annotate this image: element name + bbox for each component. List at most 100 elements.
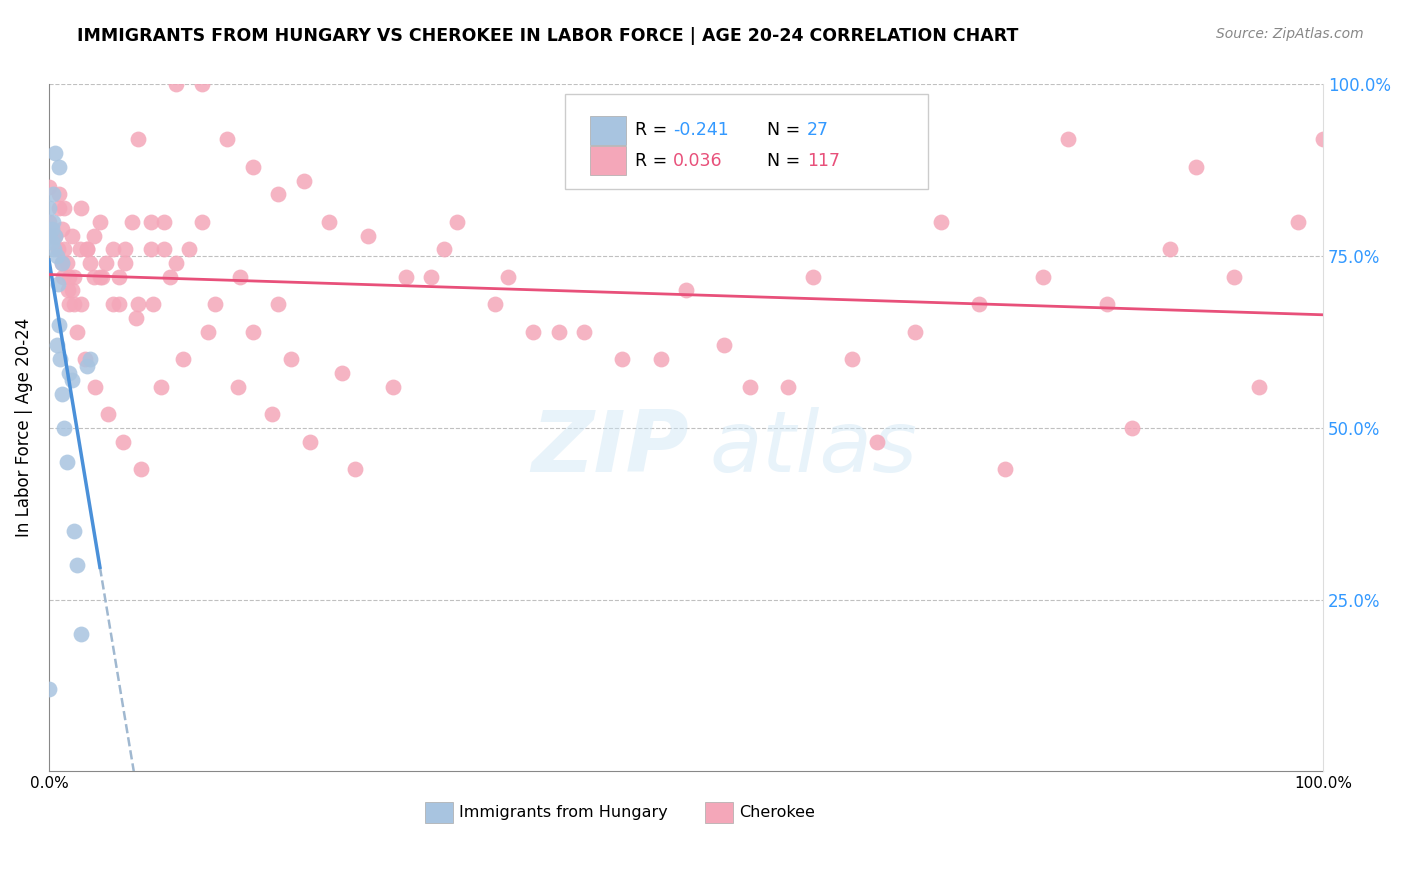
Point [433, 242, 456, 256]
Point [121, 215, 143, 229]
Text: R =: R = [636, 152, 673, 169]
Point [343, 462, 366, 476]
Point [58, 269, 80, 284]
Point [713, 338, 735, 352]
Point [179, 242, 201, 256]
Point [967, 297, 990, 311]
Text: 117: 117 [807, 152, 841, 169]
Point [76, 242, 98, 256]
Point [226, 379, 249, 393]
Point [42, 228, 65, 243]
Point [51, 386, 73, 401]
Point [547, 325, 569, 339]
Point [142, 297, 165, 311]
Point [139, 242, 162, 256]
Point [165, 78, 187, 92]
Point [83, 228, 105, 243]
Point [60, 284, 83, 298]
Point [48, 201, 70, 215]
Point [127, 132, 149, 146]
Point [129, 462, 152, 476]
Point [38, 681, 60, 696]
Point [44, 146, 66, 161]
Text: -0.241: -0.241 [673, 121, 730, 139]
Point [866, 434, 889, 449]
Point [49, 352, 72, 367]
Text: atlas: atlas [710, 407, 918, 490]
Point [45, 338, 67, 352]
Point [172, 352, 194, 367]
Point [41, 235, 63, 250]
FancyBboxPatch shape [591, 146, 626, 175]
Point [79, 352, 101, 367]
Point [42, 187, 65, 202]
Point [76, 242, 98, 256]
Point [91, 269, 114, 284]
Point [522, 325, 544, 339]
Point [69, 627, 91, 641]
Point [242, 160, 264, 174]
Point [150, 379, 173, 393]
Point [66, 325, 89, 339]
Point [83, 269, 105, 284]
Point [395, 269, 418, 284]
Point [97, 407, 120, 421]
Text: 27: 27 [807, 121, 830, 139]
Text: N =: N = [756, 121, 806, 139]
FancyBboxPatch shape [706, 802, 733, 823]
Point [58, 297, 80, 311]
Point [56, 256, 79, 270]
Point [127, 297, 149, 311]
Point [929, 215, 952, 229]
Point [45, 249, 67, 263]
Point [124, 310, 146, 325]
Point [204, 297, 226, 311]
Text: ZIP: ZIP [531, 407, 689, 490]
Point [73, 352, 96, 367]
Text: IMMIGRANTS FROM HUNGARY VS CHEROKEE IN LABOR FORCE | AGE 20-24 CORRELATION CHART: IMMIGRANTS FROM HUNGARY VS CHEROKEE IN L… [77, 27, 1019, 45]
Point [197, 325, 219, 339]
Point [53, 242, 76, 256]
Point [191, 78, 214, 92]
Point [38, 201, 60, 215]
Point [260, 407, 283, 421]
Point [38, 180, 60, 194]
Point [496, 269, 519, 284]
Point [1121, 421, 1143, 435]
Point [52, 269, 75, 284]
Point [51, 221, 73, 235]
Point [1184, 160, 1206, 174]
Point [299, 434, 322, 449]
Point [60, 373, 83, 387]
Point [217, 132, 239, 146]
FancyBboxPatch shape [591, 116, 626, 145]
Point [994, 462, 1017, 476]
Point [79, 256, 101, 270]
Point [1057, 132, 1080, 146]
Point [1223, 269, 1246, 284]
Point [572, 325, 595, 339]
Point [356, 228, 378, 243]
Point [38, 228, 60, 243]
Point [229, 269, 252, 284]
Point [165, 256, 187, 270]
Point [89, 215, 111, 229]
Point [330, 366, 353, 380]
Point [1286, 215, 1309, 229]
Point [69, 297, 91, 311]
Point [48, 318, 70, 332]
FancyBboxPatch shape [565, 94, 928, 189]
Point [38, 215, 60, 229]
Point [101, 242, 124, 256]
Text: Cherokee: Cherokee [740, 805, 815, 820]
Text: N =: N = [756, 152, 806, 169]
Point [66, 558, 89, 573]
Point [108, 269, 131, 284]
Point [803, 269, 825, 284]
Point [1095, 297, 1118, 311]
Point [63, 297, 86, 311]
Point [56, 284, 79, 298]
Point [76, 359, 98, 373]
Point [69, 242, 91, 256]
Point [159, 269, 181, 284]
